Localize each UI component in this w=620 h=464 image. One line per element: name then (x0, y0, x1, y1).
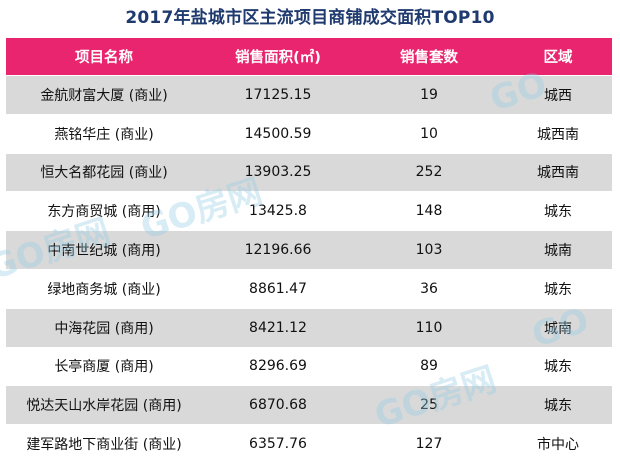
cell-sales-units: 19 (354, 75, 504, 115)
table-row: 金航财富大厦 (商业) 17125.15 19 城西 (6, 75, 612, 115)
cell-region: 城东 (504, 385, 612, 426)
cell-sales-units: 89 (354, 347, 504, 387)
cell-sales-units: 252 (354, 153, 504, 193)
table-title: 2017年盐城市区主流项目商铺成交面积TOP10 (125, 8, 495, 28)
cell-region: 城西南 (504, 153, 612, 193)
table-row: 绿地商务城 (商业) 8861.47 36 城东 (6, 269, 612, 309)
table-row: 长亭商厦 (商用) 8296.69 89 城东 (6, 347, 612, 387)
cell-sales-units: 110 (354, 308, 504, 348)
cell-sales-area: 6870.68 (202, 385, 354, 426)
cell-project-name: 绿地商务城 (商业) (6, 269, 202, 309)
table-row: 东方商贸城 (商用) 13425.8 148 城东 (6, 191, 612, 232)
table-row: 建军路地下商业街 (商业) 6357.76 127 市中心 (6, 424, 612, 464)
cell-sales-area: 14500.59 (202, 114, 354, 154)
cell-sales-units: 36 (354, 269, 504, 309)
cell-region: 城东 (504, 347, 612, 387)
table-row: 恒大名都花园 (商业) 13903.25 252 城西南 (6, 153, 612, 193)
cell-sales-units: 10 (354, 114, 504, 154)
cell-project-name: 金航财富大厦 (商业) (6, 75, 202, 115)
column-header-sales-units: 销售套数 (354, 38, 504, 76)
cell-project-name: 建军路地下商业街 (商业) (6, 424, 202, 464)
table-row: 燕铭华庄 (商业) 14500.59 10 城西南 (6, 114, 612, 154)
cell-sales-area: 8861.47 (202, 269, 354, 309)
cell-sales-area: 13903.25 (202, 153, 354, 193)
cell-sales-area: 13425.8 (202, 191, 354, 232)
cell-project-name: 中南世纪城 (商用) (6, 230, 202, 270)
cell-project-name: 悦达天山水岸花园 (商用) (6, 385, 202, 426)
table-header-row: 项目名称 销售面积(㎡) 销售套数 区域 (6, 38, 612, 76)
cell-sales-area: 8421.12 (202, 308, 354, 348)
cell-sales-units: 103 (354, 230, 504, 270)
cell-project-name: 东方商贸城 (商用) (6, 191, 202, 232)
cell-region: 城东 (504, 191, 612, 232)
ranking-table: 项目名称 销售面积(㎡) 销售套数 区域 金航财富大厦 (商业) 17125.1… (6, 38, 612, 464)
cell-region: 市中心 (504, 424, 612, 464)
cell-sales-area: 8296.69 (202, 347, 354, 387)
cell-sales-area: 12196.66 (202, 230, 354, 270)
cell-region: 城西南 (504, 114, 612, 154)
cell-project-name: 恒大名都花园 (商业) (6, 153, 202, 193)
cell-sales-units: 127 (354, 424, 504, 464)
column-header-sales-area: 销售面积(㎡) (202, 38, 354, 76)
table-row: 中海花园 (商用) 8421.12 110 城南 (6, 308, 612, 348)
cell-project-name: 中海花园 (商用) (6, 308, 202, 348)
cell-project-name: 长亭商厦 (商用) (6, 347, 202, 387)
cell-region: 城南 (504, 230, 612, 270)
table-row: 中南世纪城 (商用) 12196.66 103 城南 (6, 230, 612, 270)
cell-project-name: 燕铭华庄 (商业) (6, 114, 202, 154)
cell-sales-area: 6357.76 (202, 424, 354, 464)
cell-sales-units: 148 (354, 191, 504, 232)
table-row: 悦达天山水岸花园 (商用) 6870.68 25 城东 (6, 385, 612, 426)
cell-region: 城东 (504, 269, 612, 309)
cell-sales-units: 25 (354, 385, 504, 426)
column-header-region: 区域 (504, 38, 612, 76)
cell-sales-area: 17125.15 (202, 75, 354, 115)
column-header-project-name: 项目名称 (6, 38, 202, 76)
cell-region: 城南 (504, 308, 612, 348)
cell-region: 城西 (504, 75, 612, 115)
